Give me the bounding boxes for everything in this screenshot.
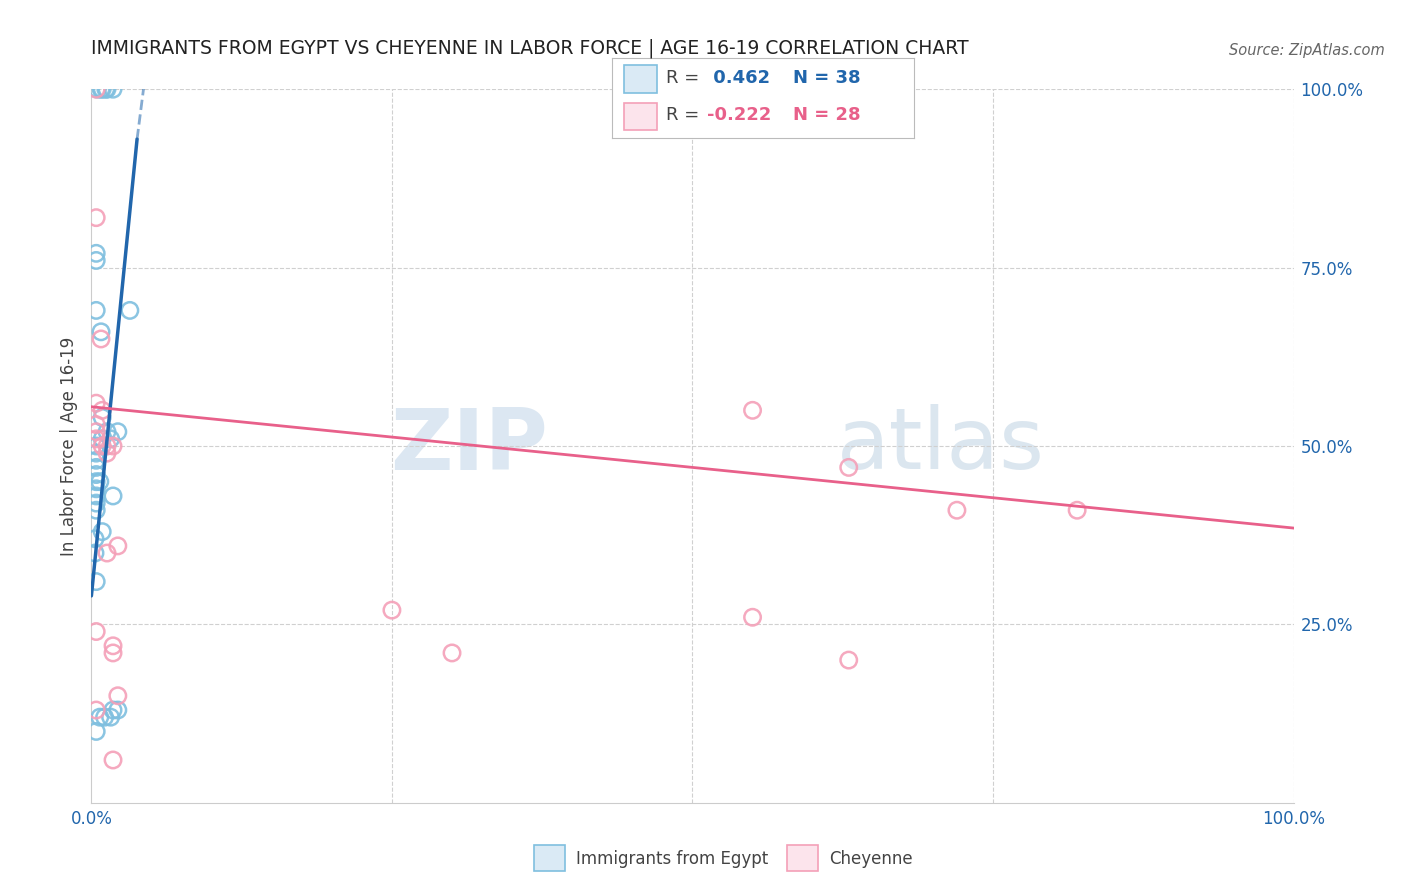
Point xyxy=(84,532,107,546)
Point xyxy=(100,710,122,724)
Point xyxy=(84,211,107,225)
Point xyxy=(84,439,107,453)
Point xyxy=(84,303,107,318)
Text: -0.222: -0.222 xyxy=(707,106,772,124)
Text: 0.462: 0.462 xyxy=(707,70,770,87)
Point xyxy=(91,403,114,417)
Text: IMMIGRANTS FROM EGYPT VS CHEYENNE IN LABOR FORCE | AGE 16-19 CORRELATION CHART: IMMIGRANTS FROM EGYPT VS CHEYENNE IN LAB… xyxy=(91,38,969,58)
Point xyxy=(91,82,114,96)
Point xyxy=(101,82,124,96)
Point xyxy=(96,439,118,453)
Point xyxy=(838,653,860,667)
Point xyxy=(84,432,107,446)
Text: atlas: atlas xyxy=(837,404,1045,488)
Point xyxy=(84,482,107,496)
Point xyxy=(84,546,107,560)
Point xyxy=(84,503,107,517)
Point xyxy=(86,82,108,96)
Point xyxy=(101,646,124,660)
Point xyxy=(91,410,114,425)
Text: R =: R = xyxy=(666,106,704,124)
Point xyxy=(96,446,118,460)
Text: N = 28: N = 28 xyxy=(793,106,860,124)
Point xyxy=(94,82,117,96)
Point xyxy=(101,753,124,767)
Point xyxy=(107,425,129,439)
FancyBboxPatch shape xyxy=(624,65,657,93)
Point xyxy=(84,417,107,432)
Text: Cheyenne: Cheyenne xyxy=(830,850,912,868)
Point xyxy=(84,475,107,489)
Point xyxy=(84,574,107,589)
Point xyxy=(107,689,129,703)
Text: Immigrants from Egypt: Immigrants from Egypt xyxy=(576,850,769,868)
Point xyxy=(101,639,124,653)
Text: N = 38: N = 38 xyxy=(793,70,860,87)
Point xyxy=(90,82,112,96)
Point xyxy=(381,603,404,617)
Point xyxy=(84,496,107,510)
Point xyxy=(93,710,115,724)
Point xyxy=(84,467,107,482)
Point xyxy=(84,425,107,439)
Point xyxy=(838,460,860,475)
Point xyxy=(101,489,124,503)
Point xyxy=(741,610,763,624)
Point xyxy=(96,546,118,560)
Point xyxy=(89,710,111,724)
Point xyxy=(1066,503,1088,517)
Point xyxy=(91,524,114,539)
Point xyxy=(107,539,129,553)
Point xyxy=(84,82,107,96)
Point xyxy=(84,396,107,410)
Point xyxy=(84,453,107,467)
Point xyxy=(84,703,107,717)
Text: Source: ZipAtlas.com: Source: ZipAtlas.com xyxy=(1229,43,1385,58)
Point xyxy=(118,303,141,318)
Point xyxy=(100,432,122,446)
Point xyxy=(91,432,114,446)
Point xyxy=(96,82,118,96)
Point xyxy=(91,439,114,453)
Point xyxy=(84,253,107,268)
Point xyxy=(96,425,118,439)
Point xyxy=(440,646,463,660)
Point xyxy=(84,624,107,639)
Point xyxy=(741,403,763,417)
Text: ZIP: ZIP xyxy=(391,404,548,488)
Point xyxy=(84,724,107,739)
FancyBboxPatch shape xyxy=(624,103,657,130)
Point xyxy=(90,325,112,339)
Point xyxy=(90,332,112,346)
Point xyxy=(84,460,107,475)
Point xyxy=(946,503,969,517)
Text: R =: R = xyxy=(666,70,704,87)
Point xyxy=(107,703,129,717)
Y-axis label: In Labor Force | Age 16-19: In Labor Force | Age 16-19 xyxy=(59,336,77,556)
Point xyxy=(89,475,111,489)
Point xyxy=(101,439,124,453)
Point xyxy=(84,446,107,460)
Point xyxy=(101,703,124,717)
Point xyxy=(84,246,107,260)
Point xyxy=(84,489,107,503)
